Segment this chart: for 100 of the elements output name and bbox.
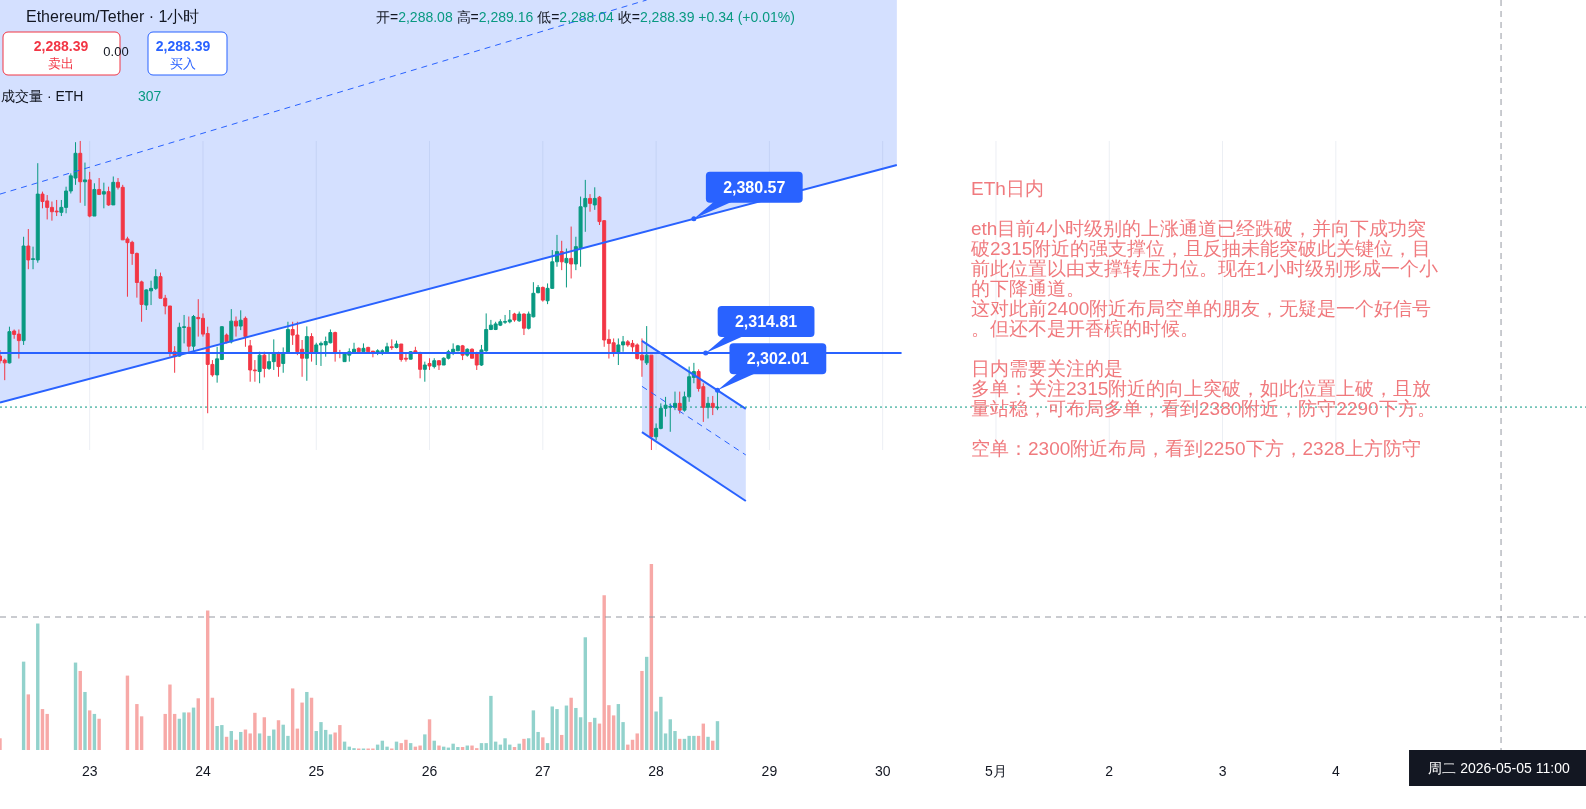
candlestick xyxy=(521,312,526,336)
candlestick xyxy=(710,395,715,416)
candlestick xyxy=(87,171,92,218)
bar xyxy=(470,745,474,750)
candlestick xyxy=(82,162,87,207)
candlestick xyxy=(248,339,253,383)
annotation: 2,314.81 xyxy=(734,312,798,330)
candlestick xyxy=(569,226,574,279)
text: 开=2,288.08 高=2,289.16 低=2,288.04 收=2,288.39 +0.34 (+0.01%) xyxy=(376,9,795,25)
bar xyxy=(437,745,441,750)
chart-title: Ethereum/Tether · 1小时 xyxy=(26,8,200,25)
text: 0.00 xyxy=(103,44,129,59)
x-tick-label: 24 xyxy=(195,763,211,779)
bar xyxy=(408,743,413,750)
candlestick xyxy=(540,286,545,303)
candlestick xyxy=(394,340,399,349)
candlestick xyxy=(644,325,649,366)
candlestick xyxy=(21,236,26,346)
bar xyxy=(588,722,592,750)
candlestick xyxy=(101,182,106,209)
x-tick-label: 29 xyxy=(761,763,778,779)
candlestick xyxy=(507,309,512,324)
bar xyxy=(555,709,559,750)
bar xyxy=(418,745,422,750)
ref-line-label: 周二 2026-05-05 11:00 xyxy=(1428,760,1570,776)
candlestick xyxy=(649,354,654,451)
x-tick-label: 5月 xyxy=(985,763,1007,779)
candlestick xyxy=(229,308,234,344)
bar xyxy=(305,691,309,750)
annotation: ETh日内 xyxy=(971,178,1044,199)
candlestick xyxy=(517,311,522,323)
annotation: 2,380.57 xyxy=(723,178,786,196)
candlestick xyxy=(493,321,498,331)
bar xyxy=(168,684,172,750)
x-tick-label: 4 xyxy=(1331,763,1340,779)
candlestick xyxy=(356,346,361,354)
bar xyxy=(574,707,578,750)
candlestick xyxy=(285,321,290,354)
candlestick xyxy=(191,314,196,353)
text: 卖出 xyxy=(48,56,74,71)
bar xyxy=(404,739,408,750)
text: 2,288.39 xyxy=(33,38,89,54)
candlestick xyxy=(366,346,371,354)
candlestick xyxy=(361,342,366,354)
candlestick xyxy=(455,344,460,352)
x-tick-label: 30 xyxy=(874,763,891,779)
x-tick-label: 23 xyxy=(81,763,98,779)
candlestick xyxy=(616,337,621,366)
candlestick xyxy=(7,326,12,364)
text: 成交量 · ETH xyxy=(1,88,84,104)
bar xyxy=(503,738,507,750)
candlestick xyxy=(333,331,338,363)
bar xyxy=(319,722,323,750)
candlestick xyxy=(276,351,281,378)
candlestick xyxy=(639,337,644,378)
bar xyxy=(182,712,186,750)
candlestick xyxy=(257,351,262,384)
candlestick xyxy=(186,316,191,353)
candlestick xyxy=(238,309,243,331)
candlestick xyxy=(422,361,427,383)
x-tick-label: 26 xyxy=(421,763,438,779)
candlestick xyxy=(389,338,394,351)
x-tick-label: 3 xyxy=(1218,763,1227,779)
text: 2,288.39 xyxy=(155,38,211,54)
bar xyxy=(257,733,262,750)
candlestick xyxy=(234,316,239,338)
bar xyxy=(97,718,101,750)
bar xyxy=(0,738,2,750)
bar xyxy=(512,747,517,750)
text: 307 xyxy=(138,88,162,104)
bar xyxy=(460,747,465,750)
bar xyxy=(479,743,484,750)
candlestick xyxy=(588,193,593,213)
x-tick-label: 2 xyxy=(1105,763,1114,779)
candlestick xyxy=(592,186,597,211)
bar xyxy=(234,739,238,750)
annotation: eth目前4小时级别的上涨通道已经跌破，并向下成功突破2315附近的强支撑位，且反抽未能突破此关键位，目前此位置以由支撑转压力位。现在1小时级别形成一个小的下降通道。 xyxy=(970,218,1438,299)
candlestick xyxy=(375,348,380,356)
candlestick xyxy=(271,338,276,371)
bar xyxy=(640,670,644,750)
bar xyxy=(423,734,427,750)
candlestick xyxy=(432,357,437,369)
bar xyxy=(522,738,526,750)
candlestick xyxy=(564,248,569,288)
candlestick xyxy=(436,359,441,371)
bar xyxy=(706,736,710,750)
candlestick xyxy=(304,325,309,382)
candlestick xyxy=(309,332,314,363)
x-tick-label: 27 xyxy=(535,763,551,779)
bar xyxy=(569,697,573,750)
price-callout: 2,380.57 xyxy=(691,171,803,222)
x-tick-label: 25 xyxy=(308,763,325,779)
annotation: 空单：2300附近布局，看到2250下方，2328上方防守 xyxy=(971,438,1421,459)
candlestick xyxy=(111,175,116,206)
candlestick xyxy=(281,346,286,374)
candlestick xyxy=(677,391,682,415)
candlestick xyxy=(342,352,347,363)
candlestick xyxy=(536,284,541,294)
annotation: 这对此前2400附近布局空单的朋友，无疑是一个好信号。但还不是开香槟的时候。 xyxy=(971,298,1432,339)
candlestick xyxy=(314,342,319,366)
